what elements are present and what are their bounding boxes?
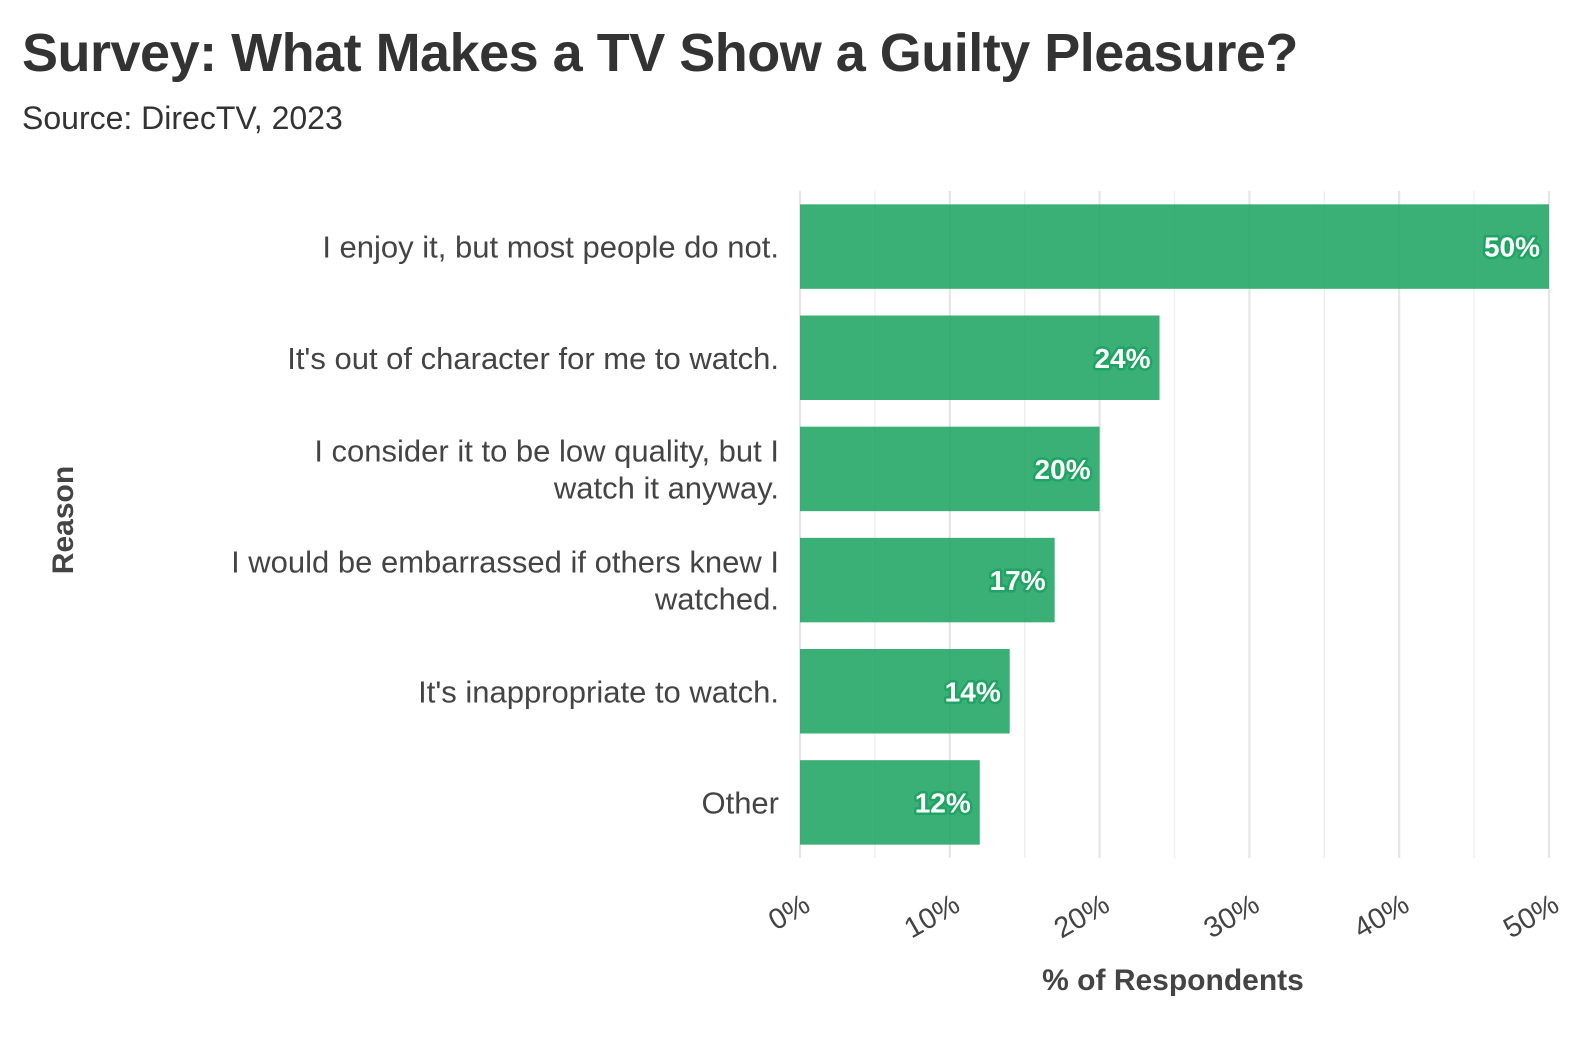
bar	[800, 537, 1055, 623]
bars	[800, 204, 1549, 845]
data-label: 17%	[990, 565, 1046, 596]
data-label: 24%	[1094, 343, 1150, 374]
chart-title: Survey: What Makes a TV Show a Guilty Pl…	[22, 23, 1298, 83]
grid-lines	[798, 191, 1551, 858]
category-label-line: watched.	[654, 582, 779, 617]
category-label-line: I consider it to be low quality, but I	[314, 433, 779, 468]
x-tick-labels: 0% 10% 20% 30% 40% 50%	[763, 888, 1564, 945]
category-label-line: watch it anyway.	[553, 470, 779, 505]
category-label: It's out of character for me to watch.	[287, 341, 779, 376]
bar	[800, 649, 1010, 734]
category-label-line: I enjoy it, but most people do not.	[322, 230, 779, 265]
x-tick-label: 20%	[1049, 888, 1115, 945]
x-axis-title: % of Respondents	[1042, 964, 1304, 997]
bar	[800, 204, 1549, 289]
category-label: I enjoy it, but most people do not.	[322, 230, 779, 265]
bar	[800, 426, 1100, 512]
category-label-line: Other	[701, 785, 779, 820]
category-labels: I enjoy it, but most people do not. It's …	[231, 230, 779, 821]
category-label: Other	[701, 785, 779, 820]
bar	[800, 315, 1160, 400]
data-label: 12%	[915, 787, 971, 818]
data-label: 50%	[1484, 232, 1540, 263]
x-tick-label: 50%	[1498, 888, 1564, 945]
x-tick-label: 0%	[763, 888, 815, 937]
data-labels: 50% 24% 20% 17% 14% 12%	[912, 229, 1542, 821]
data-label: 14%	[945, 676, 1001, 707]
category-label-line: It's out of character for me to watch.	[287, 341, 779, 376]
bar	[800, 760, 980, 845]
x-tick-label: 30%	[1199, 888, 1265, 945]
x-tick-label: 10%	[899, 888, 965, 945]
category-label-line: It's inappropriate to watch.	[418, 674, 779, 709]
y-axis-title: Reason	[47, 466, 80, 574]
category-label: It's inappropriate to watch.	[418, 674, 779, 709]
data-label: 20%	[1035, 454, 1091, 485]
chart-subtitle: Source: DirecTV, 2023	[22, 100, 343, 136]
category-label-line: I would be embarrassed if others knew I	[231, 545, 779, 580]
x-tick-label: 40%	[1348, 888, 1414, 945]
